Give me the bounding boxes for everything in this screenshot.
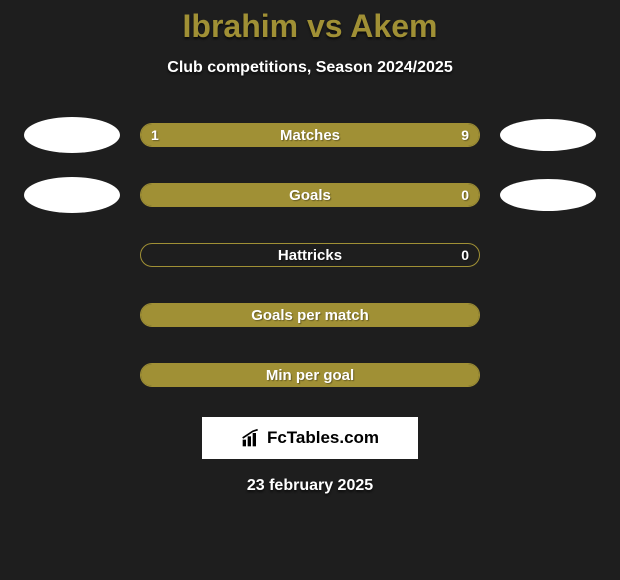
player-right-avatar xyxy=(500,119,596,151)
barchart-icon xyxy=(241,428,261,448)
stat-label: Min per goal xyxy=(141,364,479,386)
page-title: Ibrahim vs Akem xyxy=(0,8,620,45)
stat-bar: Goals per match xyxy=(140,303,480,327)
player-left-avatar xyxy=(24,117,120,153)
subtitle: Club competitions, Season 2024/2025 xyxy=(0,59,620,77)
stat-label: Goals xyxy=(141,184,479,206)
player-right-avatar xyxy=(500,179,596,211)
player-left-avatar xyxy=(24,177,120,213)
stat-row: 0Hattricks xyxy=(0,237,620,273)
logo-box: FcTables.com xyxy=(202,417,418,459)
stat-row: 0Goals xyxy=(0,177,620,213)
stat-bar: 0Goals xyxy=(140,183,480,207)
comparison-infographic: Ibrahim vs Akem Club competitions, Seaso… xyxy=(0,0,620,495)
stat-label: Hattricks xyxy=(141,244,479,266)
stat-row: Goals per match xyxy=(0,297,620,333)
stat-bar: 19Matches xyxy=(140,123,480,147)
date-text: 23 february 2025 xyxy=(247,477,373,495)
stat-bar: 0Hattricks xyxy=(140,243,480,267)
logo-text: FcTables.com xyxy=(267,428,379,448)
stat-bar: Min per goal xyxy=(140,363,480,387)
stat-row: Min per goal xyxy=(0,357,620,393)
stat-rows: 19Matches 0Goals 0Hattricks Goals per match… xyxy=(0,117,620,393)
stat-row: 19Matches xyxy=(0,117,620,153)
stat-label: Matches xyxy=(141,124,479,146)
footer: FcTables.com 23 february 2025 xyxy=(0,417,620,495)
stat-label: Goals per match xyxy=(141,304,479,326)
